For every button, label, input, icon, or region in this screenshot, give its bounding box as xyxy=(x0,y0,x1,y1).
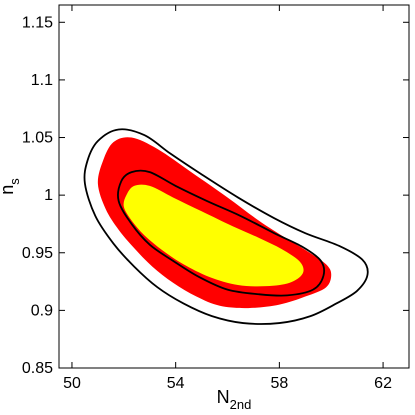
x-axis-label: N2nd xyxy=(217,387,252,412)
y-axis-ticks: 0.85 0.9 0.95 1 1.05 1.1 1.15 xyxy=(22,14,409,377)
x-tick-label: 50 xyxy=(63,375,81,392)
y-axis-label: ns xyxy=(0,178,22,195)
x-axis-label-main: N xyxy=(217,387,230,407)
y-axis-label-sub: s xyxy=(7,178,22,185)
x-axis-label-sub: 2nd xyxy=(230,397,252,412)
y-tick-label: 0.95 xyxy=(22,245,53,262)
contour-outline-95pct xyxy=(83,128,369,325)
x-tick-label: 54 xyxy=(167,375,185,392)
y-tick-label: 0.9 xyxy=(31,302,53,319)
plot-frame xyxy=(58,4,410,369)
x-axis-ticks: 50 54 58 62 xyxy=(63,5,392,392)
y-tick-label: 1.05 xyxy=(22,130,53,147)
x-tick-label: 62 xyxy=(374,375,392,392)
x-tick-label: 58 xyxy=(270,375,288,392)
contour-filled-68pct xyxy=(123,184,304,287)
y-axis-label-main: n xyxy=(0,185,17,195)
y-tick-label: 0.85 xyxy=(22,360,53,377)
contour-outline-68pct xyxy=(117,169,326,297)
y-tick-label: 1.15 xyxy=(22,14,53,31)
y-tick-label: 1.1 xyxy=(31,72,53,89)
y-tick-label: 1 xyxy=(44,187,53,204)
contour-regions xyxy=(83,128,369,325)
